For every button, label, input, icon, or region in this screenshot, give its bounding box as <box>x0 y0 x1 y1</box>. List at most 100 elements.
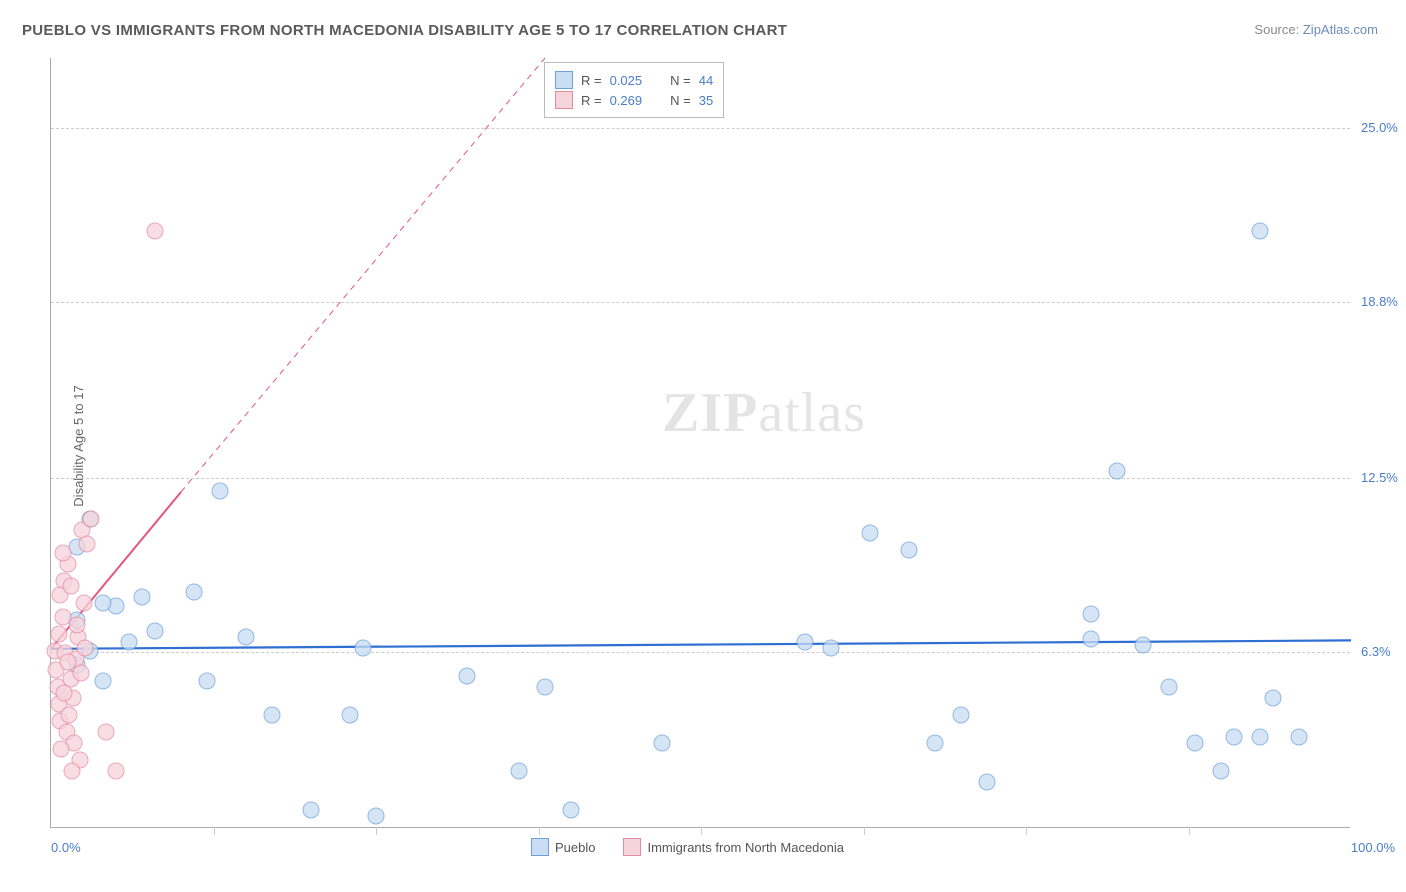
data-point <box>355 639 372 656</box>
x-tick-mark <box>214 827 215 835</box>
legend-series-label: Pueblo <box>555 840 595 855</box>
data-point <box>134 589 151 606</box>
data-point <box>147 623 164 640</box>
legend-r-value: 0.025 <box>610 73 643 88</box>
data-point <box>1161 679 1178 696</box>
data-point <box>1187 735 1204 752</box>
data-point <box>1252 729 1269 746</box>
data-point <box>1291 729 1308 746</box>
data-point <box>79 536 96 553</box>
correlation-legend: R = 0.025 N = 44 R = 0.269 N = 35 <box>544 62 724 118</box>
data-point <box>979 774 996 791</box>
legend-series-item: Immigrants from North Macedonia <box>623 838 844 856</box>
legend-n-value: 44 <box>699 73 713 88</box>
data-point <box>1109 463 1126 480</box>
gridline-h <box>51 302 1350 303</box>
legend-r-value: 0.269 <box>610 93 643 108</box>
data-point <box>238 628 255 645</box>
data-point <box>212 483 229 500</box>
data-point <box>76 639 93 656</box>
data-point <box>264 707 281 724</box>
data-point <box>1265 690 1282 707</box>
data-point <box>511 763 528 780</box>
y-tick-label: 25.0% <box>1361 120 1398 135</box>
data-point <box>54 544 71 561</box>
data-point <box>862 525 879 542</box>
data-point <box>56 684 73 701</box>
data-point <box>1226 729 1243 746</box>
x-tick-mark <box>1189 827 1190 835</box>
data-point <box>1252 222 1269 239</box>
legend-swatch <box>555 91 573 109</box>
data-point <box>59 653 76 670</box>
data-point <box>199 673 216 690</box>
legend-swatch <box>531 838 549 856</box>
gridline-h <box>51 478 1350 479</box>
watermark-rest: atlas <box>758 382 866 444</box>
gridline-h <box>51 652 1350 653</box>
data-point <box>342 707 359 724</box>
watermark-bold: ZIP <box>662 382 758 444</box>
gridline-h <box>51 128 1350 129</box>
data-point <box>50 625 67 642</box>
data-point <box>186 583 203 600</box>
legend-n-prefix: N = <box>670 73 691 88</box>
data-point <box>62 578 79 595</box>
legend-r-prefix: R = <box>581 73 602 88</box>
trend-lines-layer <box>51 58 1351 828</box>
legend-swatch <box>555 71 573 89</box>
data-point <box>927 735 944 752</box>
legend-series-label: Immigrants from North Macedonia <box>647 840 844 855</box>
data-point <box>953 707 970 724</box>
x-tick-label: 100.0% <box>1351 840 1395 855</box>
data-point <box>823 639 840 656</box>
source-attribution: Source: ZipAtlas.com <box>1254 22 1378 37</box>
data-point <box>72 665 89 682</box>
series-legend: Pueblo Immigrants from North Macedonia <box>531 838 844 856</box>
data-point <box>108 763 125 780</box>
data-point <box>121 634 138 651</box>
data-point <box>654 735 671 752</box>
x-tick-mark <box>864 827 865 835</box>
data-point <box>53 740 70 757</box>
data-point <box>95 595 112 612</box>
source-link[interactable]: ZipAtlas.com <box>1303 22 1378 37</box>
y-tick-label: 12.5% <box>1361 470 1398 485</box>
data-point <box>459 667 476 684</box>
data-point <box>69 617 86 634</box>
data-point <box>83 511 100 528</box>
data-point <box>303 802 320 819</box>
data-point <box>537 679 554 696</box>
legend-n-value: 35 <box>699 93 713 108</box>
data-point <box>1083 606 1100 623</box>
data-point <box>901 541 918 558</box>
data-point <box>368 807 385 824</box>
x-tick-mark <box>701 827 702 835</box>
source-label: Source: <box>1254 22 1299 37</box>
data-point <box>61 707 78 724</box>
chart-title: PUEBLO VS IMMIGRANTS FROM NORTH MACEDONI… <box>22 22 787 39</box>
data-point <box>95 673 112 690</box>
data-point <box>563 802 580 819</box>
data-point <box>1083 631 1100 648</box>
data-point <box>63 763 80 780</box>
scatter-plot-area: ZIPatlas 6.3%12.5%18.8%25.0%0.0%100.0% <box>50 58 1350 828</box>
data-point <box>147 222 164 239</box>
data-point <box>1135 637 1152 654</box>
x-tick-label: 0.0% <box>51 840 81 855</box>
legend-correlation-row: R = 0.269 N = 35 <box>555 91 713 109</box>
x-tick-mark <box>539 827 540 835</box>
watermark: ZIPatlas <box>662 381 866 445</box>
data-point <box>97 723 114 740</box>
data-point <box>797 634 814 651</box>
legend-n-prefix: N = <box>670 93 691 108</box>
data-point <box>75 595 92 612</box>
y-tick-label: 18.8% <box>1361 294 1398 309</box>
x-tick-mark <box>1026 827 1027 835</box>
data-point <box>1213 763 1230 780</box>
legend-r-prefix: R = <box>581 93 602 108</box>
legend-series-item: Pueblo <box>531 838 595 856</box>
legend-correlation-row: R = 0.025 N = 44 <box>555 71 713 89</box>
legend-swatch <box>623 838 641 856</box>
y-tick-label: 6.3% <box>1361 644 1391 659</box>
